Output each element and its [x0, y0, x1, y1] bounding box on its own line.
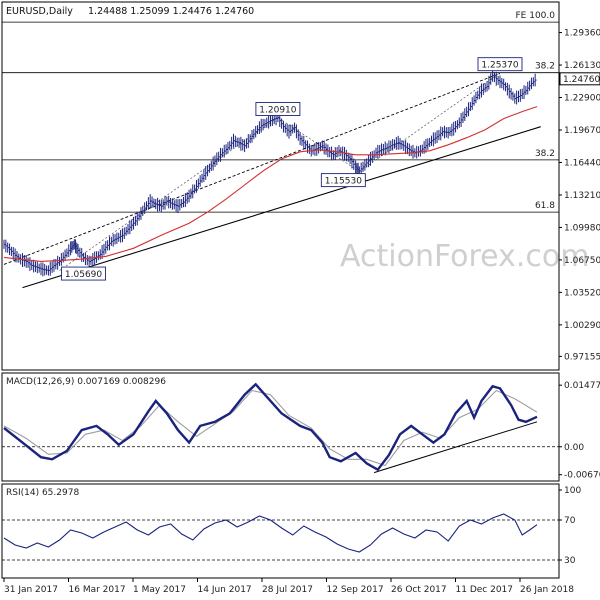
x-axis-tick-label: 12 Sep 2017	[327, 585, 384, 595]
y-axis-tick-label: 1.26130	[564, 61, 600, 71]
channel-lower-trendline	[22, 126, 541, 289]
price-annotation-box	[477, 57, 523, 72]
moving-average-line	[3, 106, 538, 262]
y-axis-tick-label: 1.13210	[564, 191, 600, 201]
x-axis-tick-label: 11 Dec 2017	[456, 585, 514, 595]
last-price-label: 1.24760	[563, 75, 600, 85]
y-axis-tick-label: 1.00290	[564, 321, 600, 331]
macd-y-tick-label: -0.006705	[564, 471, 600, 481]
rsi-line	[3, 513, 538, 553]
macd-panel-frame	[1, 372, 560, 482]
x-axis-layer: 31 Jan 2017 16 Mar 2017 1 May 2017 14 Jun 2…	[3, 578, 574, 595]
y-axis-tick-label: 1.06750	[564, 256, 600, 266]
y-axis-layer: 1.29360 1.26130 1.22900 1.19670 1.16440 1.132…	[559, 29, 600, 362]
price-annotation-label: 1.20910	[259, 106, 296, 116]
ohlc-readout: 1.24488 1.25099 1.24476 1.24760	[88, 6, 254, 17]
rsi-y-tick-label: 30	[564, 556, 576, 566]
x-axis-tick-label: 1 May 2017	[133, 585, 186, 595]
fib-level-label: 61.8	[535, 201, 555, 211]
trendlines-layer	[3, 72, 541, 289]
x-axis-tick-label: 14 Jun 2017	[198, 585, 252, 595]
price-annotation-label: 1.05690	[65, 270, 102, 280]
macd-layer: 0.014776 0.00 -0.006705	[2, 381, 600, 481]
macd-title: MACD(12,26,9) 0.007169 0.008296	[6, 377, 166, 387]
price-annotation-label: 1.25370	[481, 61, 518, 71]
fib-level-label: FE 100.0	[516, 11, 556, 21]
price-annotation-box	[61, 266, 106, 281]
y-axis-tick-label: 0.97155	[564, 352, 600, 362]
rsi-y-tick-label: 100	[564, 486, 581, 496]
annotations-layer: 1.05690 1.20910 1.15530 1.25370	[61, 57, 523, 281]
last-price-tag	[559, 72, 600, 86]
price-annotation-box	[320, 173, 366, 188]
price-annotation-label: 1.15530	[325, 177, 362, 187]
fib-level-label: 38.2	[535, 149, 555, 159]
macd-trendline	[373, 421, 538, 474]
macd-line	[3, 382, 538, 472]
macd-y-tick-label: 0.00	[564, 443, 584, 453]
x-axis-tick-label: 16 Mar 2017	[69, 585, 126, 595]
price-annotation-box	[255, 102, 301, 116]
y-axis-tick-label: 1.19670	[564, 126, 600, 136]
watermark-text: ActionForex.com	[340, 239, 589, 274]
macd-y-tick-label: 0.014776	[564, 381, 600, 391]
rsi-panel-frame	[1, 483, 560, 579]
price-panel-frame	[1, 1, 560, 371]
y-axis-tick-label: 1.03520	[564, 288, 600, 298]
x-axis-tick-label: 31 Jan 2017	[4, 585, 58, 595]
price-layer	[3, 69, 538, 277]
x-axis-tick-label: 26 Oct 2017	[391, 585, 447, 595]
fib-level-label: 38.2	[535, 62, 555, 72]
symbol-title: EURUSD,Daily	[6, 6, 73, 17]
rsi-layer: 100 70 30	[2, 486, 581, 566]
y-axis-tick-label: 1.16440	[564, 158, 600, 168]
channel-upper-dashed-line	[3, 72, 501, 265]
y-axis-tick-label: 1.22900	[564, 94, 600, 104]
y-axis-tick-label: 1.29360	[564, 29, 600, 39]
y-axis-tick-label: 1.09980	[564, 223, 600, 233]
rsi-y-tick-label: 70	[564, 516, 576, 526]
x-axis-tick-label: 28 Jul 2017	[262, 585, 313, 595]
x-axis-tick-label: 26 Jan 2018	[520, 585, 574, 595]
zigzag-dashed-line	[59, 72, 501, 271]
rsi-title: RSI(14) 65.2978	[6, 488, 79, 498]
